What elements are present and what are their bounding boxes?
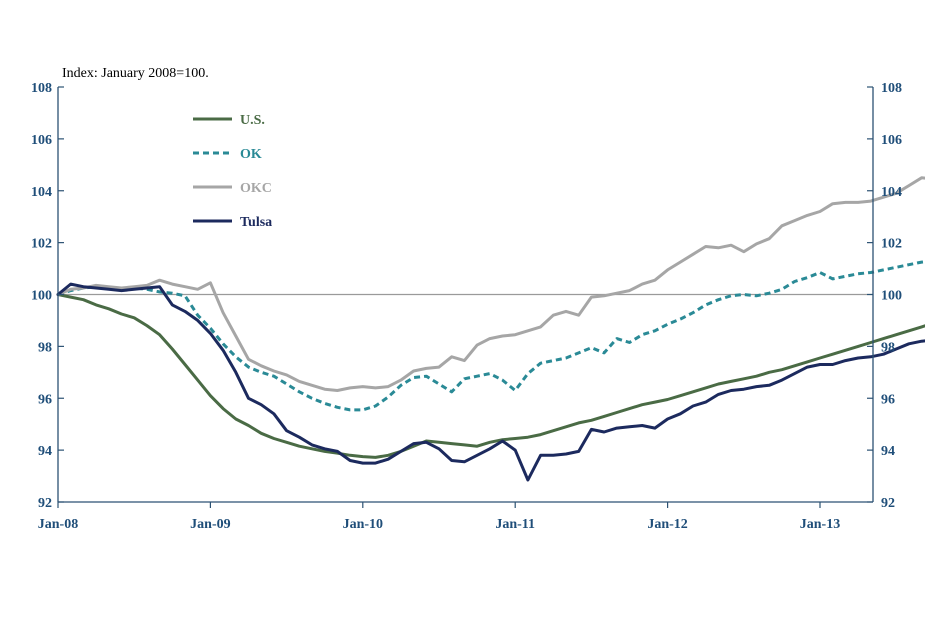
x-tick-label: Jan-10 [343,517,383,532]
x-tick-label: Jan-13 [800,517,840,532]
y-tick-label-left: 92 [38,496,52,511]
y-tick-label-right: 102 [881,237,902,252]
series-line-okc [56,176,925,392]
legend-label-okc: OKC [240,181,272,196]
y-tick-label-right: 96 [881,392,895,407]
y-tick-label-right: 94 [881,444,895,459]
legend-label-tulsa: Tulsa [240,215,272,230]
y-tick-label-left: 98 [38,340,52,355]
x-tick-label: Jan-12 [647,517,687,532]
y-tick-label-left: 94 [38,444,52,459]
y-tick-label-left: 108 [31,81,52,96]
y-tick-label-right: 100 [881,289,902,304]
legend-label-ok: OK [240,147,262,162]
y-tick-label-right: 108 [881,81,902,96]
chart-annotation: Index: January 2008=100. [62,66,209,81]
y-tick-label-right: 106 [881,133,902,148]
series-layer [56,176,925,482]
series-line-u-s [56,293,925,459]
y-tick-label-left: 106 [31,133,52,148]
x-tick-label: Jan-08 [38,517,78,532]
y-tick-label-right: 98 [881,340,895,355]
series-line-tulsa [56,282,925,482]
legend: U.S. OK OKC Tulsa [193,113,272,230]
x-tick-label: Jan-09 [190,517,230,532]
legend-label-u-s: U.S. [240,113,265,128]
series-line-ok [57,260,925,412]
y-tick-label-right: 92 [881,496,895,511]
axis-layer [57,86,874,508]
tick-label-layer: 92 92 94 94 96 96 98 98 100 100 102 102 104 104 106 106… [31,81,902,532]
y-tick-label-left: 104 [31,185,52,200]
y-tick-label-right: 104 [881,185,902,200]
x-tick-label: Jan-11 [495,517,535,532]
y-tick-label-left: 100 [31,289,52,304]
y-tick-label-left: 96 [38,392,52,407]
y-tick-label-left: 102 [31,237,52,252]
